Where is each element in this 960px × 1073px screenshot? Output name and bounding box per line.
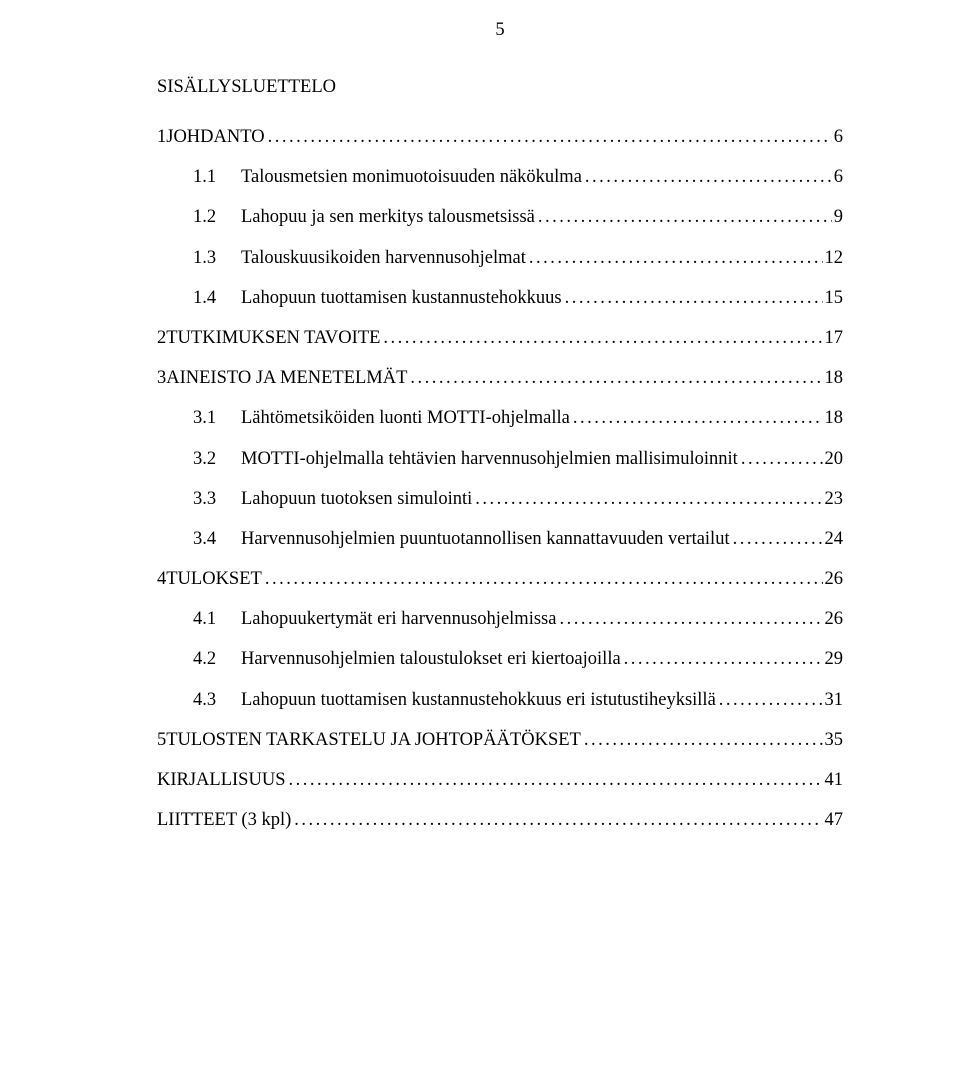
toc-entry-page: 31 — [823, 689, 844, 711]
toc-leader-dots — [562, 287, 823, 309]
toc-entry-label: AINEISTO JA MENETELMÄT — [166, 367, 407, 389]
toc-entry-page: 29 — [823, 648, 844, 670]
toc-title: SISÄLLYSLUETTELO — [157, 77, 843, 98]
toc-entry-label: TULOKSET — [166, 568, 262, 590]
toc-entry-label: MOTTI-ohjelmalla tehtävien harvennusohje… — [241, 448, 738, 470]
toc-entry-label: Talousmetsien monimuotoisuuden näkökulma — [241, 166, 582, 188]
toc-entry: 3 AINEISTO JA MENETELMÄT 18 — [157, 367, 843, 389]
toc-entry-label: KIRJALLISUUS — [157, 769, 285, 791]
toc-entry-label: Lahopuun tuottamisen kustannustehokkuus … — [241, 689, 716, 711]
toc-entry: 1.1Talousmetsien monimuotoisuuden näköku… — [193, 166, 843, 188]
toc-leader-dots — [472, 488, 822, 510]
toc-entry-number: 1.1 — [193, 166, 241, 188]
toc-leader-dots — [621, 648, 823, 670]
toc-entry-page: 18 — [823, 367, 844, 389]
toc-leader-dots — [556, 608, 822, 630]
toc-entry-number: 3.3 — [193, 488, 241, 510]
page-number: 5 — [157, 20, 843, 41]
toc-entry-label: Lahopuun tuotoksen simulointi — [241, 488, 472, 510]
toc-entry: 3.4Harvennusohjelmien puuntuotannollisen… — [193, 528, 843, 550]
toc-entry-page: 23 — [823, 488, 844, 510]
toc-leader-dots — [380, 327, 822, 349]
toc-entry-label: Lahopuu ja sen merkitys talousmetsissä — [241, 206, 535, 228]
toc-entry-number: 1.3 — [193, 247, 241, 269]
toc-entry-number: 4 — [157, 568, 166, 590]
toc-entry: 1 JOHDANTO 6 — [157, 126, 843, 148]
toc-entry: 1.4Lahopuun tuottamisen kustannustehokku… — [193, 287, 843, 309]
toc-entry-number: 4.2 — [193, 648, 241, 670]
toc-leader-dots — [716, 689, 823, 711]
toc-entry: 2 TUTKIMUKSEN TAVOITE 17 — [157, 327, 843, 349]
toc-entry-label: Harvennusohjelmien puuntuotannollisen ka… — [241, 528, 730, 550]
toc-entry-page: 17 — [823, 327, 844, 349]
toc-leader-dots — [285, 769, 822, 791]
toc-entry-number: 5 — [157, 729, 166, 751]
toc-entry-page: 47 — [823, 809, 844, 831]
toc-leader-dots — [291, 809, 822, 831]
toc-entry-page: 26 — [823, 608, 844, 630]
toc-entry-label: Lähtömetsiköiden luonti MOTTI-ohjelmalla — [241, 407, 570, 429]
toc-entry-number: 2 — [157, 327, 166, 349]
toc-entry-number: 3.1 — [193, 407, 241, 429]
toc-leader-dots — [581, 729, 823, 751]
toc-leader-dots — [526, 247, 823, 269]
toc-leader-dots — [407, 367, 822, 389]
toc-entry-number: 1.4 — [193, 287, 241, 309]
toc-entry-page: 35 — [823, 729, 844, 751]
toc-entry-page: 6 — [832, 166, 843, 188]
toc-leader-dots — [265, 126, 832, 148]
toc-entry-label: Harvennusohjelmien taloustulokset eri ki… — [241, 648, 621, 670]
toc-entry-page: 41 — [823, 769, 844, 791]
toc-entry-page: 20 — [823, 448, 844, 470]
toc-entry-label: JOHDANTO — [166, 126, 264, 148]
document-page: 5 SISÄLLYSLUETTELO 1 JOHDANTO61.1Talousm… — [0, 0, 960, 889]
toc-entry: 1.3Talouskuusikoiden harvennusohjelmat 12 — [193, 247, 843, 269]
toc-leader-dots — [262, 568, 823, 590]
toc-entry-number: 1.2 — [193, 206, 241, 228]
toc-entry-number: 3.2 — [193, 448, 241, 470]
toc-entry-label: TULOSTEN TARKASTELU JA JOHTOPÄÄTÖKSET — [166, 729, 581, 751]
toc-leader-dots — [535, 206, 832, 228]
toc-entry-page: 12 — [823, 247, 844, 269]
toc-entry-number: 3 — [157, 367, 166, 389]
toc-leader-dots — [730, 528, 823, 550]
toc-entry: 3.3Lahopuun tuotoksen simulointi 23 — [193, 488, 843, 510]
toc-entry-number: 4.3 — [193, 689, 241, 711]
toc-entry: KIRJALLISUUS 41 — [157, 769, 843, 791]
toc-entry: 4.3Lahopuun tuottamisen kustannustehokku… — [193, 689, 843, 711]
toc-entry: LIITTEET (3 kpl) 47 — [157, 809, 843, 831]
toc-entry-label: Lahopuun tuottamisen kustannustehokkuus — [241, 287, 562, 309]
toc-entry-label: Talouskuusikoiden harvennusohjelmat — [241, 247, 526, 269]
toc-entry-page: 15 — [823, 287, 844, 309]
toc-entry-page: 24 — [823, 528, 844, 550]
toc-leader-dots — [582, 166, 832, 188]
toc-entry-number: 1 — [157, 126, 166, 148]
toc-entry: 3.1Lähtömetsiköiden luonti MOTTI-ohjelma… — [193, 407, 843, 429]
toc-entry-label: LIITTEET (3 kpl) — [157, 809, 291, 831]
toc-entry: 4.1Lahopuukertymät eri harvennusohjelmis… — [193, 608, 843, 630]
toc-entry: 5 TULOSTEN TARKASTELU JA JOHTOPÄÄTÖKSET 3… — [157, 729, 843, 751]
toc-entry-number: 3.4 — [193, 528, 241, 550]
toc-entry: 4 TULOKSET 26 — [157, 568, 843, 590]
toc-entry: 1.2Lahopuu ja sen merkitys talousmetsiss… — [193, 206, 843, 228]
toc-entry: 3.2MOTTI-ohjelmalla tehtävien harvennuso… — [193, 448, 843, 470]
toc-leader-dots — [570, 407, 823, 429]
toc-entry-page: 26 — [823, 568, 844, 590]
toc-list: 1 JOHDANTO61.1Talousmetsien monimuotoisu… — [157, 126, 843, 831]
toc-entry: 4.2Harvennusohjelmien taloustulokset eri… — [193, 648, 843, 670]
toc-entry-page: 9 — [832, 206, 843, 228]
toc-leader-dots — [738, 448, 823, 470]
toc-entry-page: 6 — [832, 126, 843, 148]
toc-entry-label: TUTKIMUKSEN TAVOITE — [166, 327, 380, 349]
toc-entry-label: Lahopuukertymät eri harvennusohjelmissa — [241, 608, 556, 630]
toc-entry-page: 18 — [823, 407, 844, 429]
toc-entry-number: 4.1 — [193, 608, 241, 630]
